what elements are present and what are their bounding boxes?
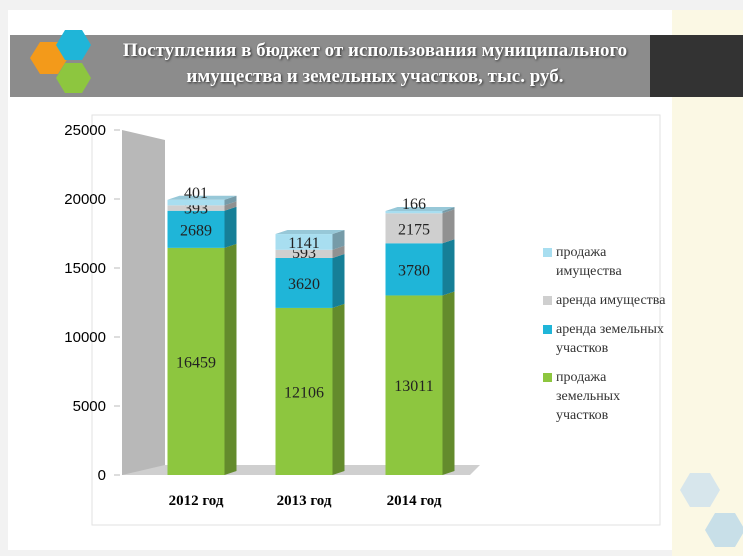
data-label: 2689 xyxy=(180,222,212,239)
bar-side xyxy=(332,253,345,308)
data-label: 3620 xyxy=(288,276,320,293)
legend-item: аренда имущества xyxy=(543,291,668,310)
bar-segment xyxy=(385,210,443,214)
y-tick-label: 10000 xyxy=(64,329,106,346)
bar-segment xyxy=(275,257,333,308)
bar-segment xyxy=(167,205,225,211)
hex-cyan xyxy=(56,30,91,60)
y-tick-label: 25000 xyxy=(64,122,106,139)
bar-segment xyxy=(385,295,443,475)
bar-segment xyxy=(275,307,333,475)
legend-swatch xyxy=(543,296,552,305)
y-tick-label: 20000 xyxy=(64,191,106,208)
bar-side xyxy=(442,239,455,296)
bar-segment xyxy=(275,249,333,258)
x-tick-label: 2014 год xyxy=(387,493,442,509)
bar-segment xyxy=(167,247,225,475)
data-label: 166 xyxy=(402,196,426,213)
legend: продажа имущества аренда имущества аренда … xyxy=(543,243,668,435)
bar-segment xyxy=(167,210,225,248)
legend-swatch xyxy=(543,248,552,257)
bar-side xyxy=(442,206,455,214)
legend-label: продажа земельных участков xyxy=(556,370,621,423)
bar-side xyxy=(332,230,345,250)
legend-label: аренда имущества xyxy=(556,293,666,308)
x-tick-label: 2013 год xyxy=(277,493,332,509)
hex-green xyxy=(56,63,91,93)
data-label: 16459 xyxy=(176,354,216,371)
bar-side xyxy=(224,195,237,206)
back-wall xyxy=(122,130,165,475)
data-label: 2175 xyxy=(398,221,430,238)
data-label: 401 xyxy=(184,185,208,202)
legend-item: продажа имущества xyxy=(543,243,668,281)
side-strip xyxy=(672,10,743,556)
y-tick-label: 15000 xyxy=(64,260,106,277)
x-tick-label: 2012 год xyxy=(169,493,224,509)
bar-segment xyxy=(167,199,225,206)
data-label: 13011 xyxy=(394,378,433,395)
data-label: 12106 xyxy=(284,384,324,401)
title-band-end xyxy=(650,35,743,97)
y-tick-label: 5000 xyxy=(73,398,106,415)
bar-segment xyxy=(385,243,443,296)
bar-side xyxy=(442,209,455,244)
bar-side xyxy=(442,291,455,475)
bar-top xyxy=(385,206,455,211)
bar-side xyxy=(224,243,237,475)
legend-swatch xyxy=(543,373,552,382)
bar-side xyxy=(224,206,237,248)
data-label: 1141 xyxy=(288,235,319,252)
bar-segment xyxy=(385,213,443,244)
title-band xyxy=(10,35,650,97)
legend-label: аренда земельных участков xyxy=(556,322,664,356)
legend-swatch xyxy=(543,325,552,334)
legend-label: продажа имущества xyxy=(556,245,622,279)
bar-side xyxy=(332,303,345,475)
legend-item: продажа земельных участков xyxy=(543,368,668,425)
bar-side xyxy=(332,245,345,258)
bar-top xyxy=(167,195,237,200)
y-tick-label: 0 xyxy=(98,467,106,484)
hex-orange xyxy=(30,42,68,74)
hex-deco xyxy=(705,513,743,547)
legend-item: аренда земельных участков xyxy=(543,320,668,358)
bar-side xyxy=(224,201,237,211)
chart-title: Поступления в бюджет от использования му… xyxy=(122,40,628,87)
bar-top xyxy=(275,230,345,235)
bar-segment xyxy=(275,234,333,250)
data-label: 3780 xyxy=(398,262,430,279)
hex-deco xyxy=(680,473,720,507)
